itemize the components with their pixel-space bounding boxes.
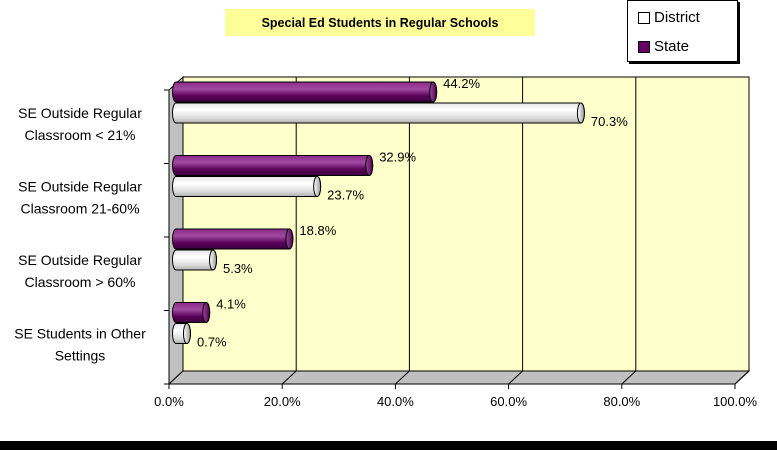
bar-cap-state: [202, 302, 211, 323]
bar-district: [172, 176, 322, 197]
floor-gridline: [395, 370, 410, 385]
bar-cap-district: [576, 102, 585, 124]
bar-state: [172, 81, 438, 103]
bar-state: [172, 228, 294, 250]
data-label-state: 18.8%: [299, 223, 336, 238]
bar-cap-state: [429, 81, 438, 103]
bar-cap-state: [365, 155, 374, 176]
category-label: SE Students in Other Settings: [14, 325, 146, 363]
legend-item-district: District: [638, 9, 700, 26]
bar-state: [172, 155, 374, 176]
legend-swatch-district: [638, 11, 650, 24]
bar-district: [172, 102, 585, 124]
category-label-line: Settings: [55, 347, 106, 363]
legend-swatch-state: [638, 40, 650, 53]
bottom-bar: [0, 441, 777, 450]
data-label-state: 44.2%: [443, 76, 480, 91]
data-label-district: 5.3%: [223, 261, 253, 276]
bar-cap-district: [208, 249, 217, 271]
category-label-line: SE Outside Regular: [18, 105, 142, 121]
data-label-state: 32.9%: [379, 150, 416, 165]
bar-cap-district: [313, 176, 322, 197]
chart-title: Special Ed Students in Regular Schools: [225, 9, 535, 36]
plot-floor: [167, 370, 751, 385]
bar-cap-state: [285, 228, 294, 250]
category-label: SE Outside Regular Classroom > 60%: [18, 252, 142, 290]
category-label-line: Classroom 21-60%: [20, 200, 139, 216]
legend: District State: [627, 0, 738, 62]
category-label-line: SE Students in Other: [14, 325, 146, 341]
data-label-district: 0.7%: [197, 335, 227, 350]
category-label: SE Outside Regular Classroom < 21%: [18, 105, 142, 143]
x-tick-label: 20.0%: [264, 394, 301, 409]
bar-cap-district: [182, 323, 191, 344]
x-tick-label: 100.0%: [713, 394, 758, 409]
floor-gridline: [621, 370, 637, 385]
x-tick-label: 40.0%: [377, 394, 414, 409]
legend-label-state: State: [654, 38, 690, 55]
category-label-line: SE Outside Regular: [18, 252, 142, 268]
x-tick-label: 80.0%: [603, 394, 640, 409]
data-label-district: 23.7%: [327, 188, 364, 203]
category-label: SE Outside Regular Classroom 21-60%: [18, 178, 142, 216]
data-label-district: 70.3%: [591, 114, 628, 129]
legend-label-district: District: [654, 9, 700, 26]
category-label-line: Classroom > 60%: [25, 274, 136, 290]
legend-item-state: State: [638, 38, 689, 55]
x-tick-label: 60.0%: [490, 394, 527, 409]
category-label-line: SE Outside Regular: [18, 178, 142, 194]
category-label-line: Classroom < 21%: [25, 127, 136, 143]
data-label-state: 4.1%: [216, 297, 246, 312]
floor-gridline: [734, 370, 750, 385]
floor-gridline: [281, 370, 297, 385]
plot-back-wall: [182, 76, 750, 372]
floor-gridline: [508, 370, 523, 385]
x-tick-label: 0.0%: [154, 394, 184, 409]
